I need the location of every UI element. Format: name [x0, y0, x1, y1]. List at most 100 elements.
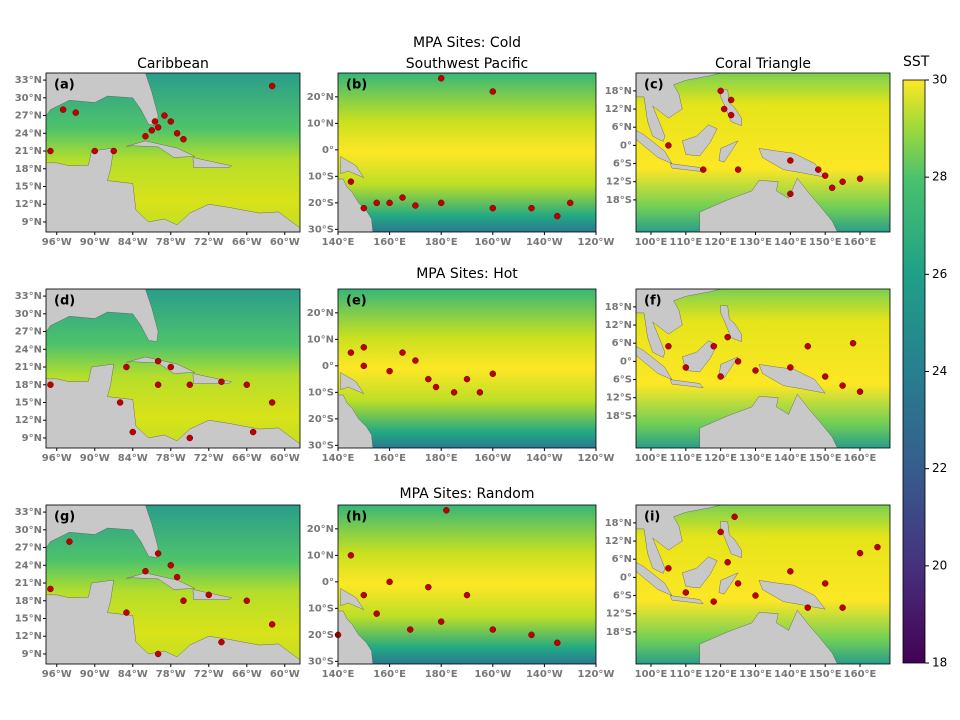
x-tick-label: 66°W — [232, 237, 262, 248]
mpa-site — [821, 580, 829, 587]
x-tick-label: 100°E — [635, 453, 668, 464]
mpa-site — [142, 132, 149, 140]
colorbar-tick-label: 20 — [932, 558, 947, 572]
y-tick-label: 6°N — [612, 338, 632, 349]
colorbar-label: SST — [903, 54, 930, 70]
mpa-site — [856, 388, 864, 395]
x-tick-label: 120°E — [704, 237, 737, 248]
x-tick-label: 180°E — [425, 453, 458, 464]
mpa-site — [154, 550, 162, 557]
mpa-site — [91, 147, 99, 155]
colorbar-tick-label: 22 — [932, 461, 947, 475]
mpa-site — [167, 118, 175, 125]
land — [699, 177, 838, 233]
panel-frame — [337, 504, 597, 665]
x-tick-label: 72°W — [194, 453, 224, 464]
y-tick-label: 6°S — [613, 591, 632, 602]
x-tick-label: 150°E — [809, 453, 842, 464]
mpa-site — [425, 375, 432, 383]
y-tick-label: 33°N — [15, 291, 42, 302]
mpa-site — [406, 626, 414, 633]
x-tick-label: 160°E — [844, 453, 877, 464]
mpa-site — [787, 568, 794, 575]
mpa-site — [727, 96, 735, 104]
x-tick-label: 110°E — [669, 237, 702, 248]
mpa-site — [528, 204, 535, 212]
x-tick-label: 120°W — [578, 669, 615, 680]
y-tick-label: 20°N — [307, 92, 334, 103]
mpa-site — [360, 591, 368, 599]
y-tick-label: 12°N — [15, 415, 42, 426]
y-tick-label: 15°N — [15, 397, 42, 408]
mpa-site — [154, 381, 162, 389]
mpa-site — [717, 528, 724, 536]
land — [337, 610, 374, 665]
y-tick-label: 10°S — [308, 387, 334, 398]
mpa-site — [856, 549, 864, 557]
mpa-site — [373, 199, 380, 207]
panel-frame — [337, 72, 597, 233]
mpa-site — [839, 382, 846, 389]
mpa-site — [116, 399, 124, 406]
y-tick-label: 18°S — [606, 627, 632, 638]
y-tick-label: 0° — [620, 356, 632, 367]
x-tick-label: 120°W — [578, 237, 615, 248]
y-tick-label: 15°N — [15, 613, 42, 624]
mpa-site — [821, 172, 829, 179]
land — [669, 379, 704, 388]
land — [192, 157, 233, 168]
x-tick-label: 180°E — [425, 237, 458, 248]
panel-label: (g) — [54, 510, 75, 525]
y-tick-label: 15°N — [15, 181, 42, 192]
colorbar — [902, 79, 926, 664]
y-tick-label: 18°N — [605, 302, 632, 313]
mpa-site — [347, 178, 355, 185]
mpa-site — [489, 88, 497, 95]
mpa-site — [665, 342, 672, 350]
land — [758, 364, 826, 394]
mpa-site — [386, 578, 393, 586]
panel-label: (d) — [54, 294, 75, 309]
x-tick-label: 110°E — [669, 453, 702, 464]
mpa-site — [347, 349, 355, 356]
x-tick-label: 160°E — [844, 669, 877, 680]
land — [340, 372, 365, 395]
mpa-site — [437, 199, 445, 207]
sst-field — [338, 289, 596, 448]
mpa-site — [437, 618, 445, 625]
land — [45, 504, 159, 558]
y-tick-label: 10°N — [307, 118, 334, 129]
land — [192, 589, 233, 600]
y-tick-label: 21°N — [15, 146, 42, 157]
mpa-site — [814, 166, 822, 173]
mpa-site — [186, 381, 194, 389]
mpa-site — [804, 342, 812, 350]
y-tick-label: 18°S — [606, 411, 632, 422]
y-tick-label: 20°N — [307, 524, 334, 535]
mpa-site — [205, 591, 213, 599]
mpa-site — [476, 389, 484, 396]
land — [669, 595, 704, 604]
x-tick-label: 72°W — [194, 669, 224, 680]
mpa-site — [443, 507, 450, 514]
land — [718, 140, 739, 163]
mpa-site — [123, 363, 130, 371]
mpa-site — [731, 513, 738, 521]
x-tick-label: 140°E — [322, 237, 355, 248]
x-tick-label: 130°E — [739, 453, 772, 464]
land — [337, 394, 374, 449]
mpa-site — [59, 106, 67, 113]
mpa-site — [360, 344, 368, 351]
x-tick-label: 180°E — [425, 669, 458, 680]
sst-field — [338, 505, 596, 664]
y-tick-label: 21°N — [15, 362, 42, 373]
x-tick-label: 130°E — [739, 237, 772, 248]
mpa-site — [856, 175, 864, 182]
mpa-site — [665, 565, 672, 572]
land — [682, 340, 718, 373]
column-title: Coral Triangle — [715, 56, 811, 72]
mpa-site — [268, 82, 276, 90]
land — [635, 288, 721, 358]
land — [340, 588, 365, 611]
y-tick-label: 12°S — [606, 177, 632, 188]
